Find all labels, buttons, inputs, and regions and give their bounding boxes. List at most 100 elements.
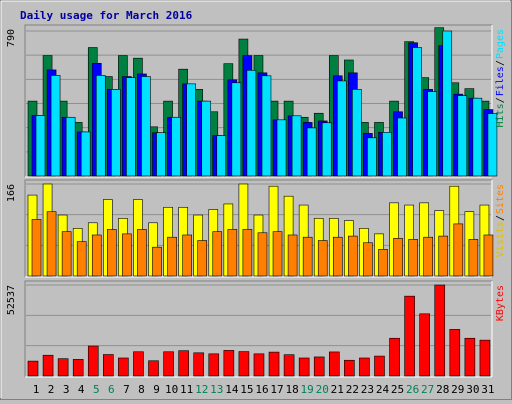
- panel-3-bar-kbytes-day-21: [328, 351, 340, 377]
- x-tick-label-day-11: 11: [180, 383, 193, 396]
- panel-1-bar-pages-day-27: [427, 91, 437, 177]
- x-tick-label-day-6: 6: [108, 383, 115, 396]
- panel-1-bar-pages-day-31: [487, 113, 498, 177]
- panel-3-ymax-label: 52537: [6, 285, 17, 315]
- x-tick-label-day-7: 7: [123, 383, 130, 396]
- panel-2-bar-sites-day-11: [182, 234, 192, 277]
- panel-2-legend-visits: Visits: [495, 221, 506, 257]
- panel-1-bar-pages-day-4: [80, 131, 91, 177]
- panel-1-bar-pages-day-26: [412, 47, 422, 177]
- panel-3-bar-kbytes-day-12: [193, 352, 205, 377]
- panel-2-ymax-label: 166: [6, 184, 17, 202]
- panel-1-bar-pages-day-5: [95, 75, 106, 177]
- panel-1-bar-pages-day-24: [382, 132, 392, 177]
- panel-1-bar-pages-day-23: [367, 137, 377, 177]
- panel-3-bar-kbytes-day-1: [27, 360, 39, 377]
- chart-title: Daily usage for March 2016: [20, 9, 193, 22]
- panel-2-bar-sites-day-21: [332, 236, 343, 277]
- panel-2-bar-sites-day-18: [287, 234, 298, 277]
- panel-1-legend-separator: /: [495, 97, 506, 103]
- panel-3-bar-kbytes-day-17: [268, 351, 280, 377]
- panel-1-bar-pages-day-28: [442, 30, 453, 177]
- x-tick-label-day-3: 3: [63, 383, 70, 396]
- panel-2-bar-sites-day-2: [46, 211, 57, 277]
- panel-2-bar-sites-day-14: [227, 229, 238, 277]
- x-tick-label-day-29: 29: [451, 383, 464, 396]
- panel-1-bar-pages-day-12: [201, 100, 212, 177]
- panel-3-bar-kbytes-day-10: [163, 351, 174, 377]
- panel-2-bar-sites-day-30: [468, 239, 479, 277]
- panel-1-bar-pages-day-30: [472, 97, 483, 177]
- x-tick-label-day-8: 8: [138, 383, 145, 396]
- panel-2-bar-sites-day-25: [393, 238, 403, 277]
- panel-1-bar-pages-day-1: [35, 115, 46, 177]
- panel-3-bar-kbytes-day-13: [208, 353, 220, 377]
- panel-2-bar-sites-day-22: [348, 235, 358, 277]
- panel-3-bar-kbytes-day-15: [238, 351, 250, 377]
- panel-2-bar-sites-day-17: [272, 231, 283, 277]
- panel-2-bar-sites-day-9: [152, 246, 162, 277]
- panel-1-bar-pages-day-20: [321, 122, 332, 177]
- panel-1-bar-pages-day-17: [276, 119, 287, 177]
- panel-2-legend-separator: /: [495, 215, 506, 221]
- panel-3-bar-kbytes-day-22: [344, 359, 355, 377]
- panel-2-bar-sites-day-26: [408, 239, 418, 277]
- x-tick-label-day-17: 17: [270, 383, 283, 396]
- panel-1-ymax-label: 790: [6, 29, 17, 47]
- panel-2-bar-sites-day-10: [167, 236, 177, 277]
- panel-2-bar-sites-day-5: [91, 234, 102, 277]
- x-tick-label-day-28: 28: [436, 383, 449, 396]
- panel-3-bar-kbytes-day-20: [313, 356, 325, 377]
- x-tick-label-day-20: 20: [316, 383, 329, 396]
- panel-1-bar-pages-day-13: [216, 135, 227, 177]
- panel-2-bar-sites-day-1: [31, 219, 42, 277]
- panel-3-bar-kbytes-day-5: [87, 345, 99, 377]
- panel-2-bar-sites-day-29: [453, 223, 464, 277]
- x-tick-label-day-23: 23: [361, 383, 374, 396]
- panel-3-bar-kbytes-day-11: [178, 350, 189, 377]
- panel-3-bar-kbytes-day-18: [283, 354, 295, 377]
- panel-2-bar-sites-day-19: [302, 236, 313, 277]
- panel-1-bar-pages-day-2: [50, 75, 61, 177]
- panel-1-bar-pages-day-29: [457, 95, 468, 177]
- panel-1-bar-pages-day-22: [352, 89, 362, 177]
- panel-2-legend-sites: Sites: [495, 184, 506, 214]
- panel-2-bar-sites-day-23: [363, 242, 373, 277]
- panel-1-bar-pages-day-6: [111, 89, 121, 177]
- panel-3-bar-kbytes-day-6: [103, 354, 114, 377]
- panel-2-bar-sites-day-16: [257, 232, 268, 277]
- panel-1-bar-pages-day-3: [65, 116, 76, 177]
- panel-1-bar-pages-day-15: [246, 69, 257, 177]
- x-tick-label-day-13: 13: [210, 383, 223, 396]
- x-tick-label-day-10: 10: [165, 383, 178, 396]
- panel-2-bar-sites-day-4: [76, 241, 87, 277]
- panel-1-bar-pages-day-10: [171, 116, 181, 177]
- x-tick-label-day-27: 27: [421, 383, 434, 396]
- x-tick-label-day-26: 26: [406, 383, 419, 396]
- x-tick-label-day-15: 15: [240, 383, 253, 396]
- panel-3-bar-kbytes-day-25: [389, 337, 400, 377]
- x-tick-label-day-12: 12: [195, 383, 208, 396]
- panel-2-bar-sites-day-6: [107, 229, 117, 277]
- panel-1-legend-pages: Pages: [495, 29, 506, 59]
- panel-1-bar-pages-day-21: [336, 80, 347, 177]
- x-tick-label-day-4: 4: [78, 383, 85, 396]
- panel-3-bar-kbytes-day-26: [404, 295, 415, 377]
- panel-1-legend-files: Files: [495, 66, 506, 96]
- x-tick-label-day-14: 14: [225, 383, 239, 396]
- panel-2-bar-sites-day-15: [242, 229, 253, 277]
- panel-3-bar-kbytes-day-14: [223, 350, 235, 377]
- panel-1-bar-pages-day-16: [261, 75, 272, 177]
- panel-2-bar-sites-day-28: [438, 235, 449, 277]
- panel-3-bar-kbytes-day-4: [72, 359, 84, 377]
- panel-2-bar-sites-day-8: [137, 229, 147, 277]
- panel-3-bar-kbytes-day-19: [298, 357, 310, 377]
- panel-3-bar-kbytes-day-8: [133, 351, 144, 377]
- x-tick-label-day-2: 2: [48, 383, 55, 396]
- x-tick-label-day-21: 21: [331, 383, 344, 396]
- panel-1-legend-hits: Hits: [495, 103, 506, 127]
- panel-2-bar-sites-day-7: [122, 233, 132, 277]
- panel-3-bar-kbytes-day-3: [57, 358, 69, 377]
- x-tick-label-day-25: 25: [391, 383, 404, 396]
- panel-1-legend-separator: /: [495, 60, 506, 66]
